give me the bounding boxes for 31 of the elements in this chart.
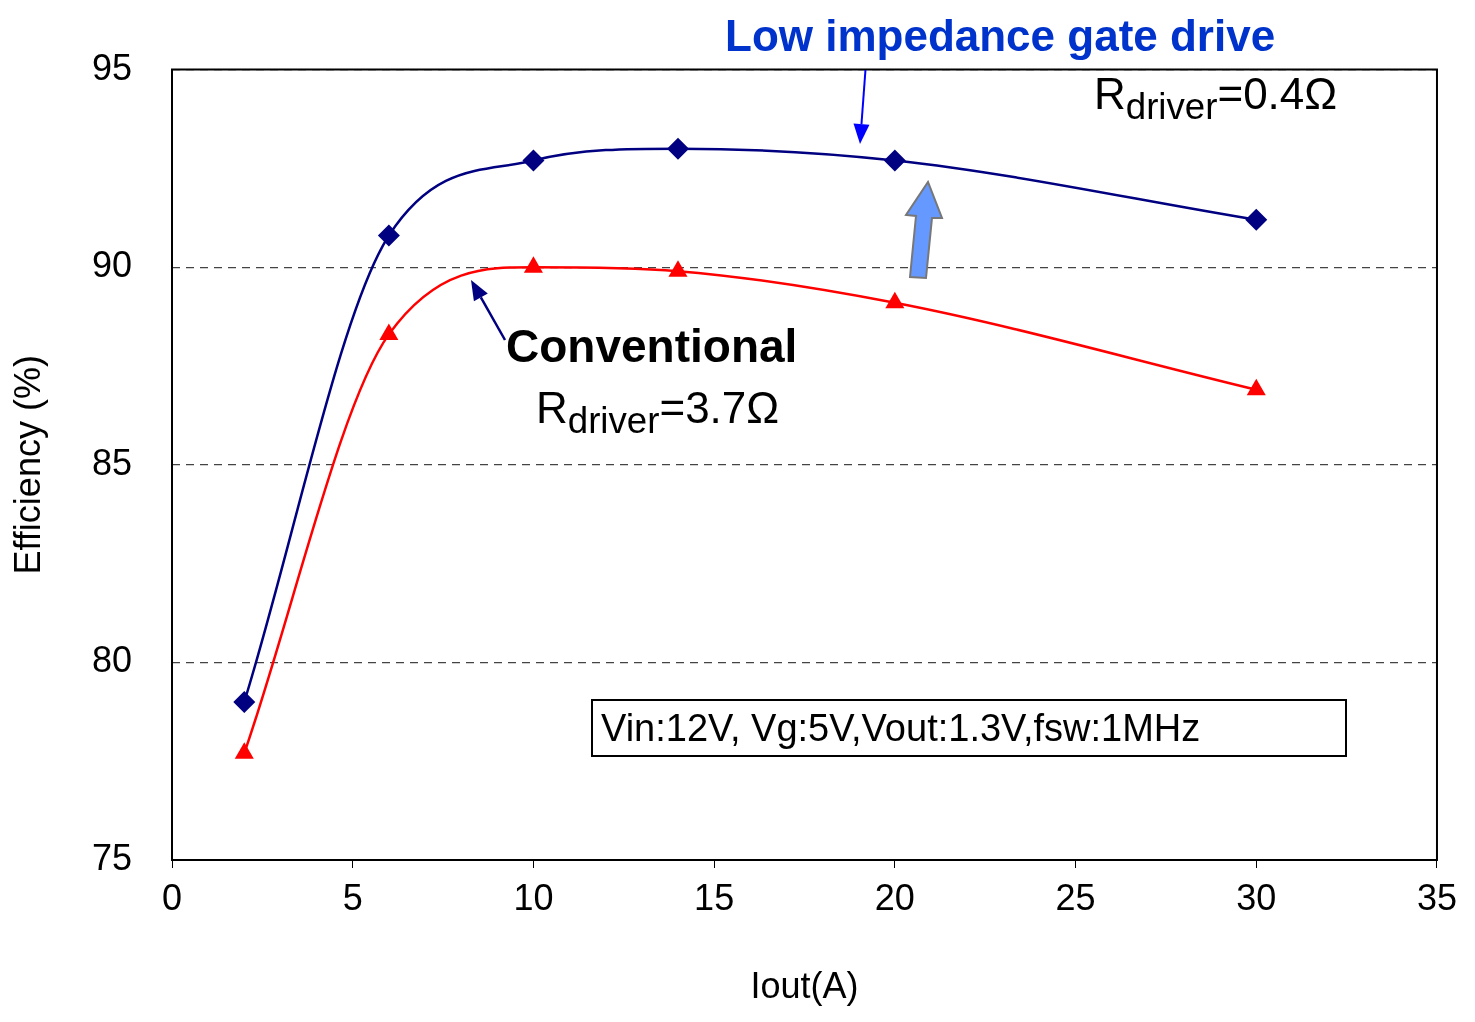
y-tick-label: 85 bbox=[91, 441, 132, 483]
y-tick-label: 95 bbox=[91, 46, 132, 88]
x-tick-label: 5 bbox=[342, 876, 363, 918]
point bbox=[1246, 378, 1266, 396]
x-tick-label: 25 bbox=[1055, 876, 1096, 918]
point bbox=[883, 149, 906, 172]
annotation: R$_{driver}$=3.7Ω bbox=[536, 382, 780, 443]
x-tick-label: 10 bbox=[513, 876, 554, 918]
annotation: Conventional bbox=[506, 319, 798, 374]
y-tick-label: 75 bbox=[91, 836, 132, 878]
point bbox=[885, 291, 905, 309]
point bbox=[522, 149, 545, 172]
point bbox=[666, 137, 689, 160]
x-tick-label: 0 bbox=[161, 876, 183, 918]
y-axis-title: Efficiency (%) bbox=[6, 355, 48, 575]
x-axis-title: Iout(A) bbox=[750, 965, 859, 1007]
annotation: Low impedance gate drive bbox=[713, 8, 1288, 64]
x-tick-label: 15 bbox=[694, 876, 735, 918]
x-tick-label: 35 bbox=[1416, 876, 1457, 918]
point bbox=[377, 224, 400, 247]
y-tick-label: 80 bbox=[91, 639, 132, 681]
annotation: Vin:12V, Vg:5V,Vout:1.3V,fsw:1MHz bbox=[591, 699, 1347, 757]
point bbox=[379, 323, 399, 340]
x-tick-label: 30 bbox=[1236, 876, 1277, 918]
point bbox=[523, 256, 543, 273]
point bbox=[1245, 208, 1268, 231]
point bbox=[668, 260, 688, 277]
point bbox=[234, 742, 254, 759]
y-tick-label: 90 bbox=[91, 244, 132, 286]
annotation: R$_{driver}$=0.4Ω bbox=[1094, 68, 1338, 129]
x-tick-label: 20 bbox=[874, 876, 915, 918]
